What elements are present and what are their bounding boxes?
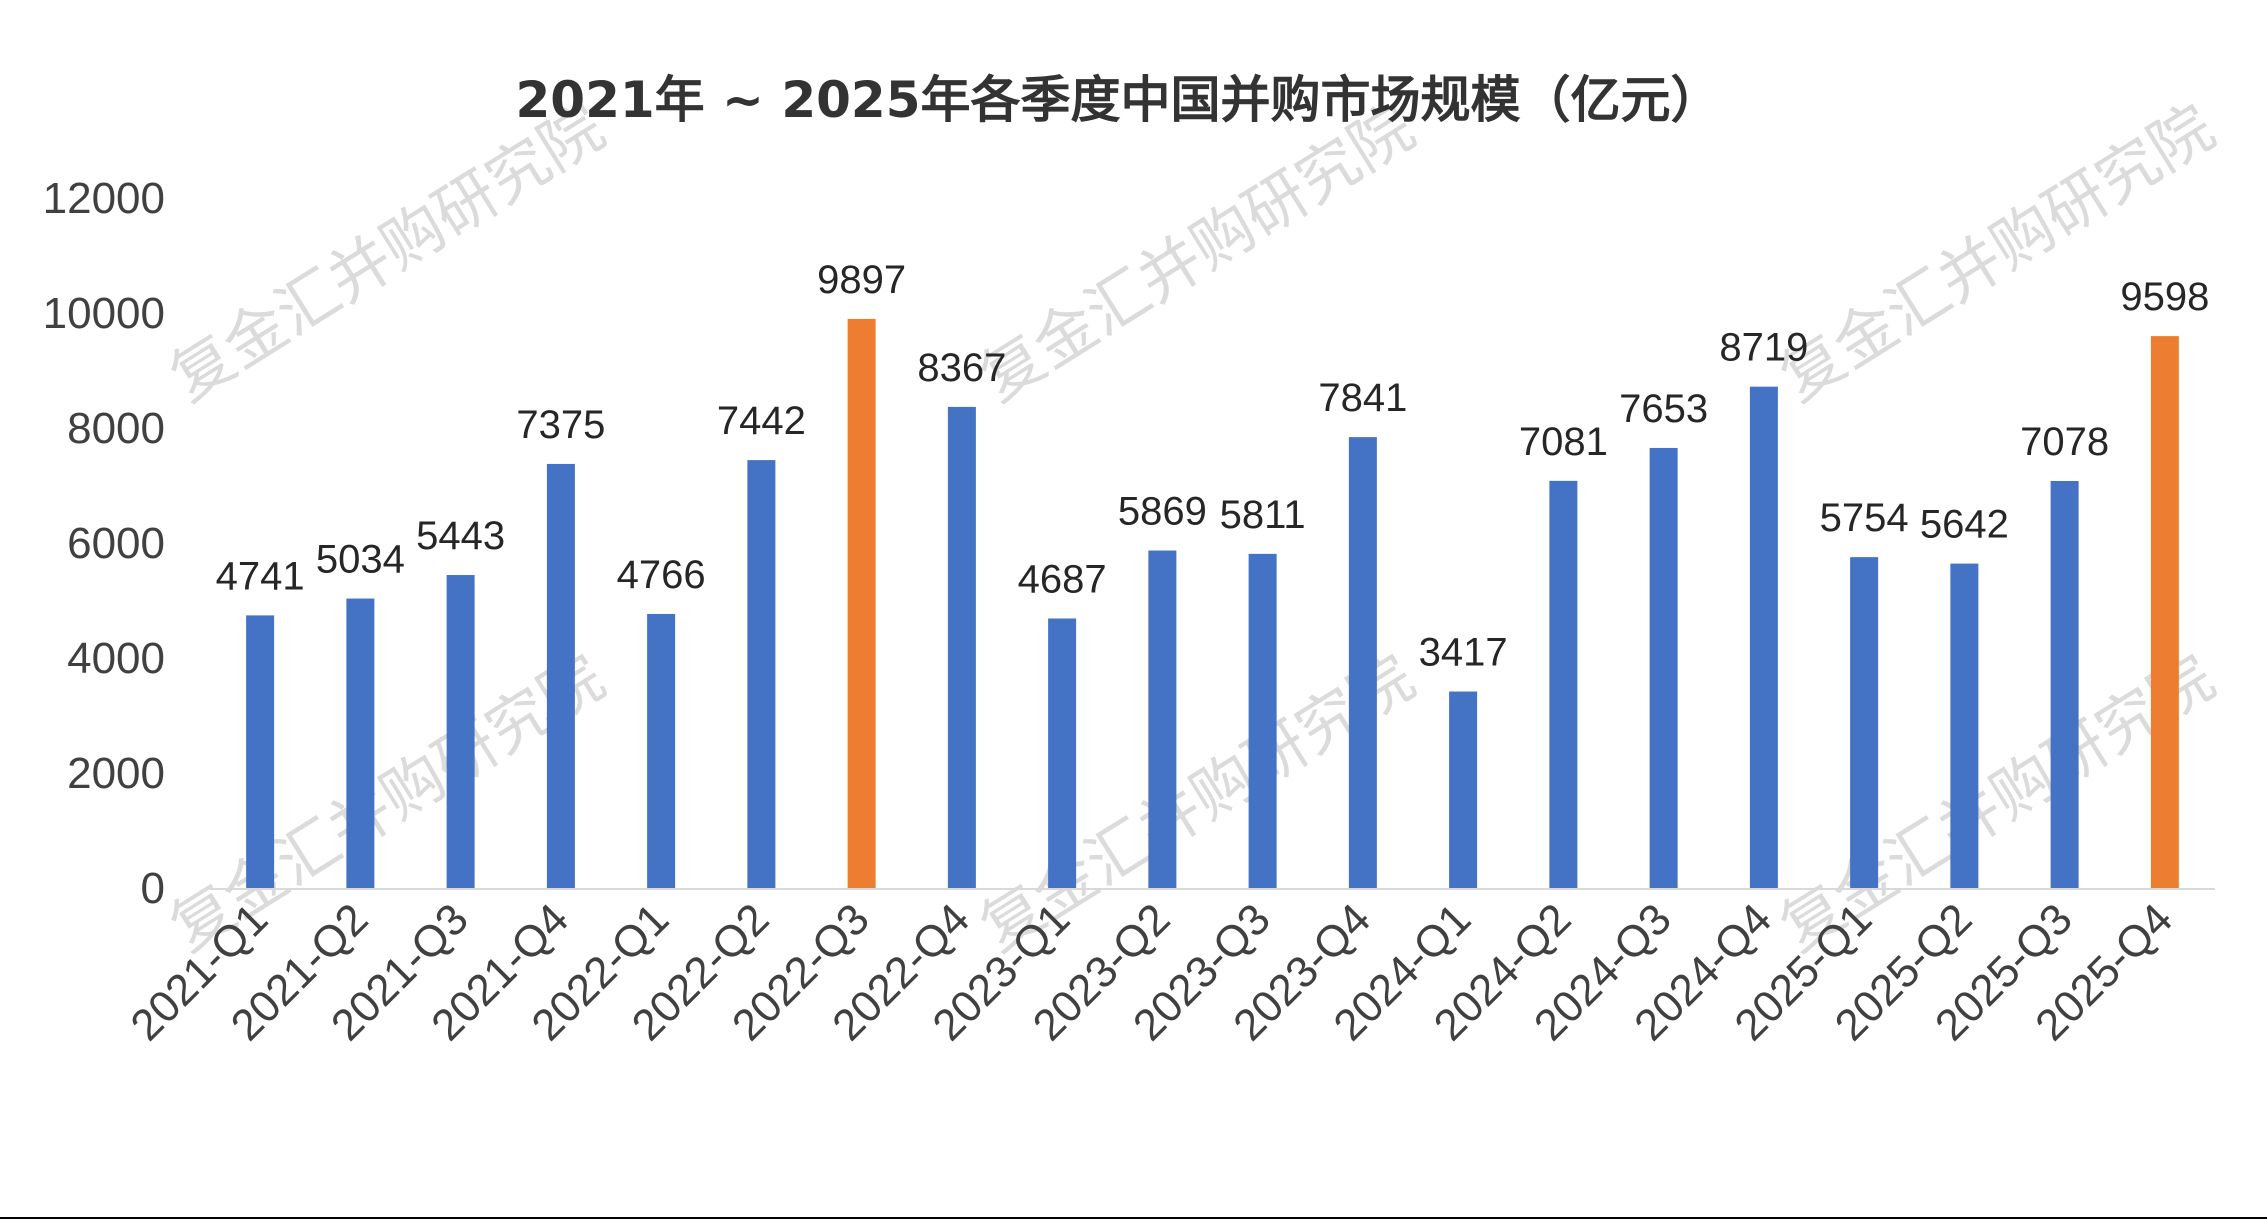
data-label-2024-Q4: 8719 <box>1719 326 1808 370</box>
bar-2021-Q1 <box>246 615 275 888</box>
bar-2025-Q4 <box>2150 336 2179 888</box>
data-label-2021-Q4: 7375 <box>516 403 605 447</box>
data-label-2024-Q1: 3417 <box>1419 631 1508 675</box>
data-label-2023-Q3: 5811 <box>1220 493 1306 537</box>
data-label-2023-Q2: 5869 <box>1118 490 1207 534</box>
data-label-2025-Q2: 5642 <box>1920 503 2009 547</box>
bar-2023-Q3 <box>1248 553 1277 888</box>
data-label-2022-Q1: 4766 <box>617 553 706 597</box>
data-label-2022-Q3: 9897 <box>817 258 906 302</box>
bar-2022-Q3 <box>847 318 876 888</box>
y-axis: 0 2000 4000 6000 8000 10000 12000 <box>43 174 165 913</box>
data-label-2024-Q3: 7653 <box>1619 387 1708 431</box>
data-label-2022-Q2: 7442 <box>717 399 806 443</box>
bar-2024-Q2 <box>1549 480 1578 888</box>
bar-2025-Q1 <box>1850 557 1879 888</box>
watermark-text: 复金汇并购研究院 <box>157 90 616 415</box>
y-tick-label: 8000 <box>67 404 165 453</box>
data-label-2024-Q2: 7081 <box>1519 420 1608 464</box>
data-label-2025-Q4: 9598 <box>2120 275 2209 319</box>
data-label-2023-Q1: 4687 <box>1018 557 1107 601</box>
bar-2025-Q2 <box>1950 563 1979 888</box>
bar-2024-Q4 <box>1749 386 1778 888</box>
bars <box>246 318 2179 888</box>
bar-2022-Q1 <box>647 613 676 888</box>
watermark-text: 复金汇并购研究院 <box>967 90 1426 415</box>
data-label-2021-Q2: 5034 <box>316 538 405 582</box>
bar-2022-Q2 <box>747 460 776 888</box>
bar-2021-Q2 <box>346 598 375 888</box>
bar-2021-Q4 <box>546 463 575 888</box>
y-tick-label: 10000 <box>43 289 165 338</box>
data-label-2022-Q4: 8367 <box>917 346 1006 390</box>
bottom-border <box>0 1217 2267 1219</box>
bar-2024-Q1 <box>1449 691 1478 888</box>
y-tick-label: 12000 <box>43 174 165 223</box>
data-label-2021-Q1: 4741 <box>216 554 305 598</box>
chart-title: 2021年 ~ 2025年各季度中国并购市场规模（亿元） <box>515 71 1720 129</box>
data-label-2021-Q3: 5443 <box>416 514 505 558</box>
bar-2024-Q3 <box>1649 447 1678 888</box>
y-tick-label: 2000 <box>67 749 165 798</box>
y-tick-label: 4000 <box>67 634 165 683</box>
bar-2023-Q4 <box>1348 437 1377 888</box>
bar-2022-Q4 <box>947 406 976 888</box>
data-label-2025-Q1: 5754 <box>1820 496 1909 540</box>
data-label-2025-Q3: 7078 <box>2020 420 2109 464</box>
bar-2021-Q3 <box>446 575 475 888</box>
y-tick-label: 6000 <box>67 519 165 568</box>
y-tick-label: 0 <box>141 864 165 913</box>
bar-2025-Q3 <box>2050 481 2079 888</box>
bar-2023-Q1 <box>1048 618 1077 888</box>
data-label-2023-Q4: 7841 <box>1318 376 1407 420</box>
bar-2023-Q2 <box>1148 550 1177 888</box>
